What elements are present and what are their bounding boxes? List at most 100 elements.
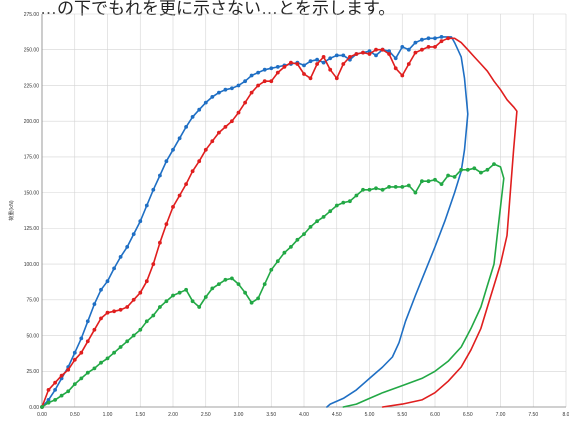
series-3-point bbox=[230, 276, 234, 281]
x-tick-label: 0.00 bbox=[37, 412, 47, 418]
series-2-point bbox=[66, 367, 71, 372]
series-1-point bbox=[171, 147, 175, 152]
series-2-point bbox=[118, 307, 123, 312]
series-3-point bbox=[472, 166, 477, 171]
series-1-point bbox=[85, 319, 90, 324]
series-1-point bbox=[144, 203, 149, 208]
series-1-point bbox=[275, 65, 280, 69]
series-1-point bbox=[210, 95, 215, 99]
y-tick-label: 50.00 bbox=[26, 333, 39, 339]
series-3-point bbox=[105, 356, 110, 361]
y-axis-ticks: 0.00 25.00 50.00 75.00 100.00 125.00 150.00 175… bbox=[24, 12, 40, 411]
series-2-point bbox=[125, 305, 130, 309]
x-tick-label: 4.50 bbox=[332, 412, 342, 418]
series-3-point bbox=[413, 190, 418, 195]
series-2-point bbox=[217, 130, 221, 135]
series-1-point bbox=[315, 57, 319, 62]
x-tick-label: 2.00 bbox=[168, 412, 178, 418]
series-2-point bbox=[249, 90, 254, 95]
series-2-point bbox=[256, 83, 260, 88]
series-1-point bbox=[151, 187, 156, 192]
series-1-point bbox=[433, 36, 437, 41]
series-2-point bbox=[230, 119, 234, 124]
series-3-point bbox=[282, 250, 287, 255]
series-3-point bbox=[79, 376, 84, 381]
series-1-point bbox=[236, 83, 241, 88]
series-2-point bbox=[341, 62, 346, 66]
series-3-point bbox=[308, 225, 313, 229]
series-2-point bbox=[59, 373, 64, 378]
x-tick-label: 4.00 bbox=[299, 412, 309, 418]
series-2-point bbox=[406, 62, 411, 66]
series-2-point bbox=[426, 45, 431, 49]
series-2-point bbox=[85, 339, 90, 344]
series-2-point bbox=[171, 205, 175, 209]
series-1-point bbox=[203, 100, 208, 105]
y-tick-label: 75.00 bbox=[26, 298, 39, 304]
series-3-point bbox=[46, 400, 51, 405]
y-tick-label: 250.00 bbox=[24, 48, 40, 54]
series-2-point bbox=[275, 70, 280, 75]
x-tick-label: 5.50 bbox=[397, 412, 407, 418]
series-2-point bbox=[72, 357, 77, 362]
series-3-point bbox=[125, 339, 130, 344]
x-tick-label: 6.00 bbox=[430, 412, 440, 418]
series-1-point bbox=[112, 266, 116, 271]
series-1-point bbox=[308, 59, 313, 64]
series-2-point bbox=[400, 73, 405, 78]
y-tick-label: 0.00 bbox=[29, 405, 39, 411]
series-3-point bbox=[217, 282, 221, 286]
y-tick-label: 150.00 bbox=[24, 190, 40, 196]
series-2-point bbox=[315, 62, 319, 66]
series-2-point bbox=[53, 380, 57, 385]
series-3-point bbox=[406, 183, 411, 188]
series-3-point bbox=[40, 405, 44, 409]
series-line-2 bbox=[41, 37, 518, 408]
series-1-point bbox=[184, 125, 189, 129]
series-2-point bbox=[380, 47, 385, 52]
series-2-point bbox=[367, 52, 372, 56]
y-tick-label: 200.00 bbox=[24, 119, 40, 125]
series-3-point bbox=[400, 185, 405, 189]
series-3-point bbox=[197, 305, 202, 309]
series-1-point bbox=[328, 56, 333, 61]
series-2-point bbox=[269, 79, 274, 84]
series-3-point bbox=[243, 290, 248, 295]
series-1-point bbox=[92, 302, 97, 306]
x-tick-label: 1.50 bbox=[135, 412, 145, 418]
series-2-point bbox=[262, 79, 267, 84]
series-2-point bbox=[105, 310, 110, 315]
series-3-point bbox=[452, 175, 457, 179]
series-3-point bbox=[380, 187, 385, 192]
series-3-point bbox=[354, 193, 359, 198]
series-1-point bbox=[197, 107, 202, 112]
series-3-point bbox=[223, 277, 228, 282]
series-2-point bbox=[420, 47, 424, 52]
series-2-point bbox=[387, 52, 391, 56]
series-3-point bbox=[72, 382, 77, 386]
series-3-point bbox=[374, 186, 378, 191]
series-2-point bbox=[334, 76, 339, 81]
series-3-point bbox=[118, 345, 123, 349]
series-3-point bbox=[426, 179, 431, 184]
series-3-point bbox=[446, 173, 450, 178]
series-2-point bbox=[243, 100, 248, 105]
series-1-point bbox=[256, 70, 260, 75]
series-1-point bbox=[269, 66, 274, 71]
series-3-point bbox=[341, 200, 346, 205]
series-3-point bbox=[315, 219, 319, 224]
series-1-point bbox=[118, 255, 123, 259]
series-2-point bbox=[446, 36, 450, 41]
x-tick-label: 6.50 bbox=[463, 412, 473, 418]
y-tick-label: 275.00 bbox=[24, 12, 40, 18]
series-3-point bbox=[361, 187, 365, 192]
series-2-point bbox=[236, 110, 241, 115]
series-3-point bbox=[59, 393, 64, 398]
series-3-point bbox=[328, 209, 333, 214]
series-2-point bbox=[92, 327, 97, 332]
series-1-point bbox=[190, 115, 195, 119]
series-3-point bbox=[92, 366, 97, 371]
series-2-point bbox=[413, 50, 418, 55]
series-1-point bbox=[249, 73, 254, 78]
series-2-point bbox=[289, 60, 293, 65]
